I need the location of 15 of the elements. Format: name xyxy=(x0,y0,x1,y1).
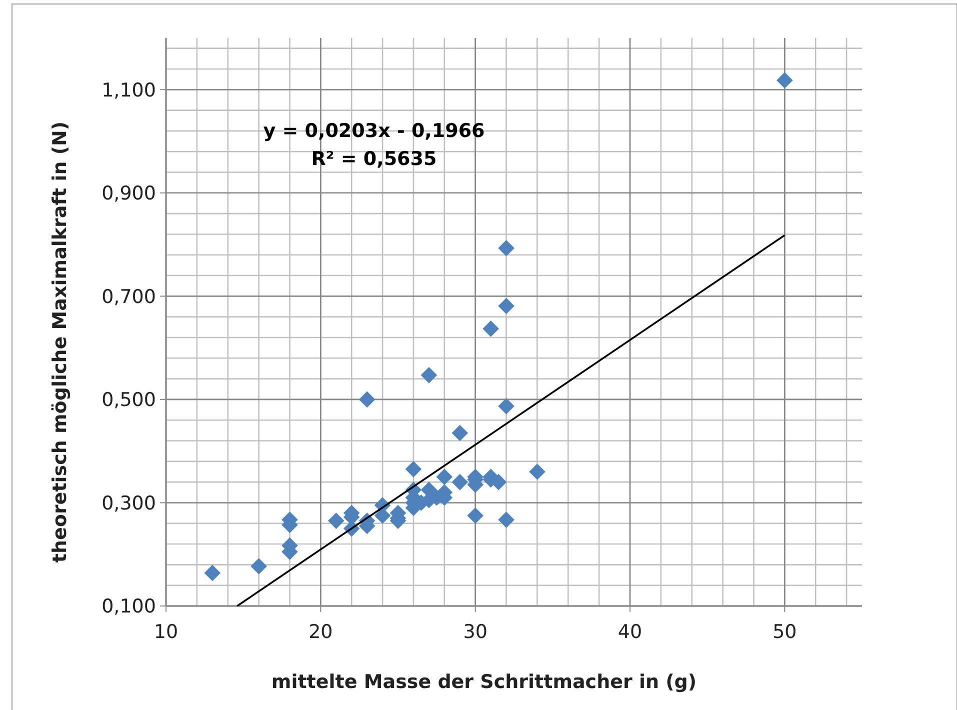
y-axis-title: theoretisch mögliche Maximalkraft in (N) xyxy=(49,121,71,563)
y-tick-label: 0,900 xyxy=(102,182,156,205)
y-tick-label: 0,700 xyxy=(102,286,156,308)
x-axis-title: mittelte Masse der Schrittmacher in (g) xyxy=(271,671,697,693)
y-tick-label: 0,300 xyxy=(102,492,156,514)
x-tick-label: 50 xyxy=(772,621,797,643)
y-tick-label: 0,500 xyxy=(102,389,156,412)
annotation: y = 0,0203x - 0,1966 xyxy=(263,120,485,142)
annotation: R² = 0,5635 xyxy=(311,148,437,170)
x-tick-label: 20 xyxy=(308,621,333,643)
y-tick-label: 1,100 xyxy=(102,79,156,102)
x-tick-label: 40 xyxy=(618,621,642,643)
x-tick-label: 10 xyxy=(154,621,178,643)
y-tick-label: 0,100 xyxy=(102,596,156,618)
x-tick-label: 30 xyxy=(463,621,488,643)
